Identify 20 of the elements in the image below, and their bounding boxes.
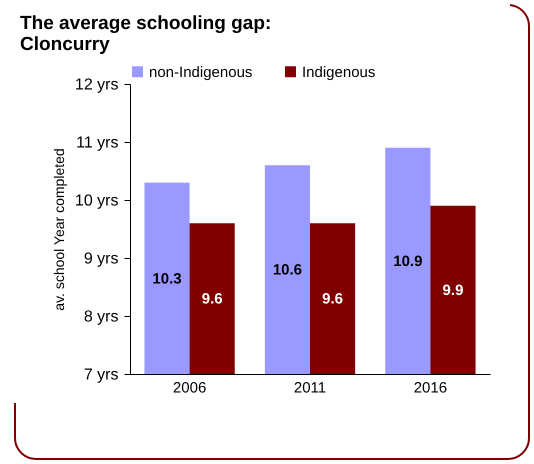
data-label: 9.9: [442, 282, 464, 299]
x-tick-label: 2011: [294, 380, 326, 396]
data-label: 10.6: [272, 262, 302, 279]
y-tick-label: 7 yrs: [84, 366, 118, 384]
y-axis-title: av. school Year completed: [50, 148, 67, 311]
x-tick-label: 2006: [172, 380, 206, 396]
data-label: 10.9: [393, 252, 422, 270]
y-tick-label: 8 yrs: [84, 308, 118, 326]
y-tick-label: 11 yrs: [76, 134, 118, 152]
legend-label: non-Indigenous: [149, 64, 252, 81]
data-label: 9.6: [322, 290, 344, 308]
data-label: 10.3: [152, 270, 182, 288]
chart-title: The average schooling gap:: [20, 13, 272, 34]
legend-label: Indigenous: [302, 64, 376, 81]
y-tick-label: 9 yrs: [84, 250, 118, 268]
y-tick-label: 10 yrs: [74, 192, 118, 210]
data-label: 9.6: [202, 290, 223, 308]
x-tick-label: 2016: [414, 380, 448, 396]
chart-subtitle: Cloncurry: [20, 34, 110, 55]
y-tick-label: 12 yrs: [74, 76, 118, 94]
